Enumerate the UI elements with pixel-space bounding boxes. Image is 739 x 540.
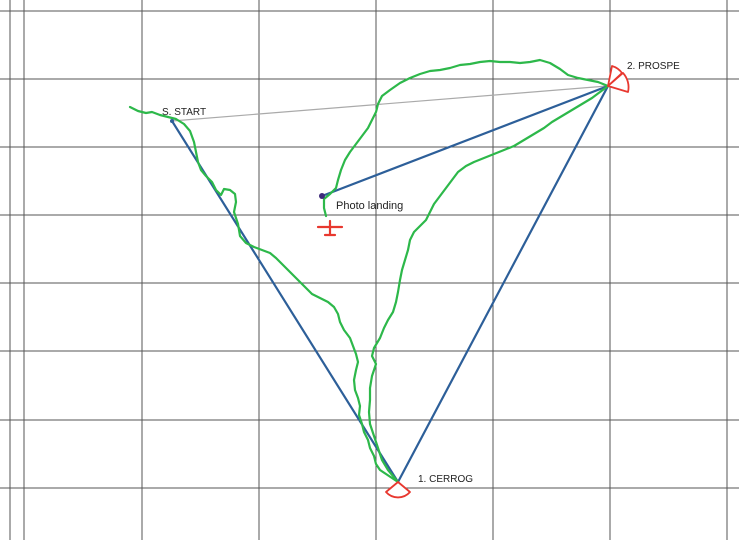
turnpoint-2-label: 2. PROSPE bbox=[627, 61, 680, 72]
start-line bbox=[171, 85, 608, 122]
gps-track bbox=[128, 58, 610, 484]
task-leg-tp1-to-tp2 bbox=[396, 84, 610, 484]
task-leg-tp2-to-landing bbox=[320, 84, 610, 198]
landing-label: Photo landing bbox=[336, 200, 403, 212]
start-point-marker bbox=[170, 119, 174, 123]
landing-dot bbox=[319, 193, 325, 199]
turnpoint-1-label: 1. CERROG bbox=[418, 474, 473, 485]
start-label: S. START bbox=[162, 107, 206, 118]
track-segment-tp2-loop-to-landing bbox=[322, 58, 610, 218]
track-segment-return-tp1-to-tp2 bbox=[367, 84, 610, 484]
observation-sector-icon bbox=[385, 481, 411, 499]
track-segment-outbound bbox=[128, 105, 400, 484]
observation-sector-icon bbox=[607, 72, 630, 93]
plane-icon bbox=[316, 219, 344, 237]
